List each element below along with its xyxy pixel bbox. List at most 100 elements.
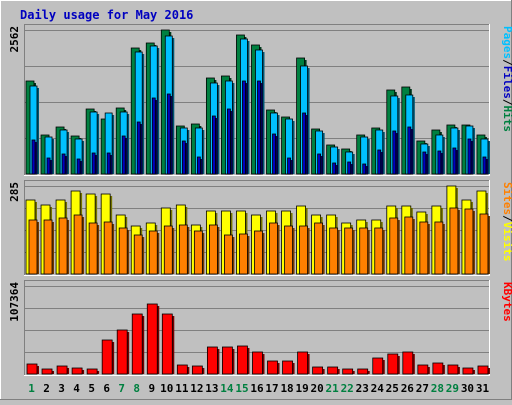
sites-bar-29 [449, 207, 459, 275]
x-label-day-28: 28 [431, 382, 444, 395]
sites-bar-13 [208, 224, 218, 275]
chart-title: Daily usage for May 2016 [20, 8, 193, 22]
sites-bar-21 [329, 227, 339, 275]
sites-bar-12 [193, 230, 203, 275]
kbytes-bar-3 [56, 365, 68, 375]
sites-bar-6 [103, 221, 113, 275]
pages-bar-27-shadow [424, 154, 428, 174]
sites-bar-14 [224, 234, 233, 275]
x-label-day-1: 1 [28, 382, 35, 395]
pages-bar-28-shadow [439, 153, 443, 174]
x-label-day-20: 20 [311, 382, 324, 395]
pages-bar-28 [437, 150, 442, 175]
kbytes-bar-6 [101, 339, 113, 375]
pages-bar-8-shadow [139, 124, 143, 174]
x-label-day-11: 11 [175, 382, 189, 395]
kbytes-bar-23 [357, 368, 369, 375]
sites-bar-31 [479, 213, 489, 275]
pages-bar-3 [61, 153, 66, 175]
pages-bar-3-shadow [64, 156, 68, 174]
sites-bar-30 [464, 208, 474, 275]
pages-bar-7-shadow [124, 138, 128, 174]
x-label-day-10: 10 [160, 382, 173, 395]
sites-bar-11 [178, 224, 188, 275]
sites-bar-8 [133, 234, 143, 275]
x-label-day-7: 7 [118, 382, 125, 395]
kbytes-panel-legend-item-0: KBytes [501, 282, 512, 322]
kbytes-bar-17 [267, 360, 278, 375]
pages-bar-19 [302, 112, 306, 175]
pages-bar-9 [151, 97, 156, 175]
pages-bar-5-shadow [94, 155, 98, 174]
sites-bar-28 [434, 221, 444, 275]
kbytes-bar-2 [41, 368, 53, 375]
hits-panel-legend-item-2: Files [501, 66, 512, 99]
sites-bar-7 [118, 227, 128, 275]
kbytes-bar-24 [372, 357, 384, 375]
kbytes-bar-13 [206, 346, 218, 375]
pages-bar-4 [76, 158, 81, 175]
sites-bar-1 [28, 219, 38, 275]
pages-bar-12 [196, 156, 201, 175]
pages-bar-24-shadow [379, 152, 383, 174]
kbytes-bar-7 [116, 329, 128, 375]
pages-bar-16-shadow [259, 83, 263, 174]
pages-bar-26 [407, 126, 412, 175]
x-label-day-22: 22 [341, 382, 354, 395]
pages-bar-16 [257, 80, 261, 175]
pages-bar-13-shadow [214, 118, 218, 174]
x-label-day-29: 29 [446, 382, 459, 395]
sites-bar-4 [73, 214, 83, 275]
x-label-day-9: 9 [148, 382, 155, 395]
pages-bar-31-shadow [484, 159, 488, 174]
kbytes-bar-31 [477, 365, 489, 375]
visits-panel-legend: Sites/Visits [501, 182, 512, 262]
pages-bar-10-shadow [169, 96, 173, 174]
pages-bar-11 [181, 140, 186, 175]
pages-bar-9-shadow [154, 100, 158, 174]
kbytes-panel-ymax-label: 107364 [8, 282, 21, 322]
kbytes-bar-26 [402, 351, 414, 375]
sites-bar-19 [299, 225, 308, 275]
x-label-day-17: 17 [265, 382, 278, 395]
x-label-day-26: 26 [401, 382, 415, 395]
pages-bar-11-shadow [184, 143, 188, 174]
x-label-day-2: 2 [43, 382, 50, 395]
kbytes-bar-25 [387, 353, 399, 375]
sites-bar-10 [163, 225, 173, 275]
pages-bar-31 [482, 156, 487, 175]
chart-panels: 2562Pages/Files/Hits285Sites/Visits10736… [8, 24, 512, 395]
sites-bar-25 [389, 217, 399, 275]
x-label-day-24: 24 [371, 382, 385, 395]
kbytes-bar-9 [146, 303, 158, 375]
x-label-day-16: 16 [250, 382, 264, 395]
visits-panel-legend-item-1: / [501, 215, 512, 222]
pages-bar-12-shadow [199, 159, 203, 174]
pages-bar-26-shadow [409, 129, 413, 174]
sites-bar-22 [344, 227, 354, 275]
x-label-day-27: 27 [416, 382, 429, 395]
pages-bar-20-shadow [319, 156, 323, 174]
kbytes-bar-8 [131, 313, 143, 375]
pages-bar-29-shadow [454, 150, 458, 174]
kbytes-panel-legend: KBytes [501, 282, 512, 322]
pages-bar-10 [166, 93, 171, 175]
sites-bar-27 [419, 221, 429, 275]
kbytes-bar-18 [282, 360, 293, 375]
sites-bar-16 [254, 230, 263, 275]
pages-bar-18 [287, 157, 291, 175]
pages-bar-22 [347, 161, 352, 175]
pages-bar-30-shadow [469, 141, 473, 174]
x-label-day-31: 31 [476, 382, 490, 395]
pages-bar-30 [467, 138, 472, 175]
hits-panel-legend-item-3: / [501, 99, 512, 106]
pages-bar-1 [31, 139, 36, 175]
pages-bar-14-shadow [229, 111, 233, 174]
pages-bar-24 [377, 149, 382, 175]
sites-bar-17 [269, 222, 278, 275]
kbytes-bar-16 [252, 351, 263, 375]
sites-bar-9 [148, 230, 158, 275]
x-label-day-14: 14 [220, 382, 234, 395]
x-label-day-12: 12 [190, 382, 203, 395]
